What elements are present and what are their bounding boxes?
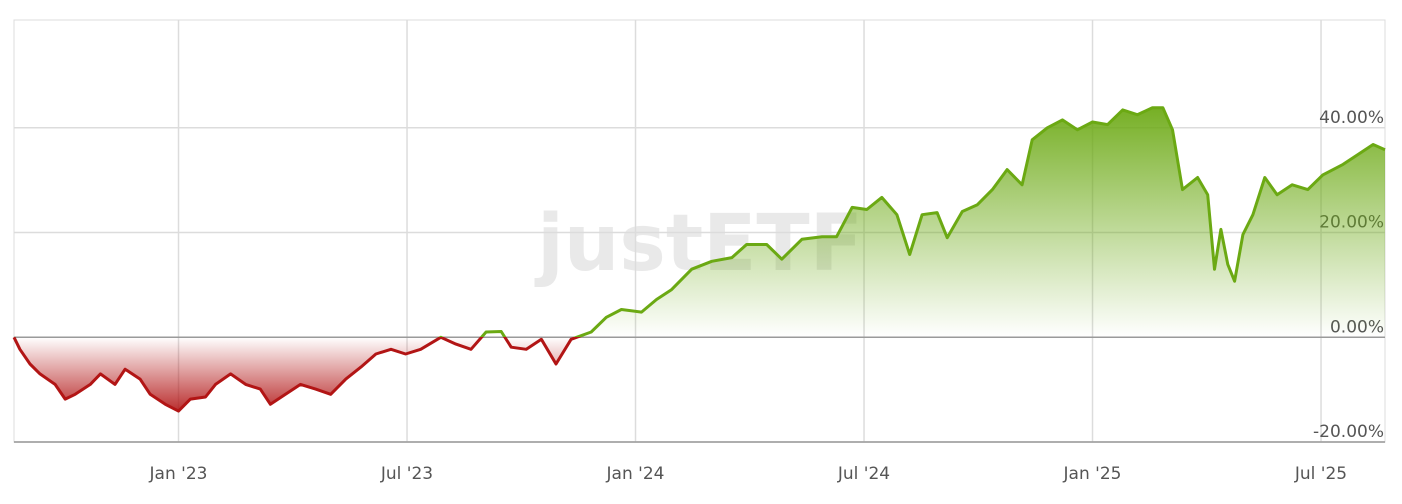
x-tick-label: Jul '25 <box>1294 464 1347 484</box>
area <box>14 107 1385 412</box>
x-tick-label: Jul '23 <box>380 464 433 484</box>
y-tick-label: -20.00% <box>1313 422 1384 442</box>
x-tick-label: Jul '24 <box>837 464 890 484</box>
x-tick-label: Jan '25 <box>1063 464 1122 484</box>
x-tick-label: Jan '23 <box>149 464 208 484</box>
line <box>12 106 1386 413</box>
y-tick-label: 40.00% <box>1319 108 1384 128</box>
x-tick-label: Jan '24 <box>606 464 665 484</box>
